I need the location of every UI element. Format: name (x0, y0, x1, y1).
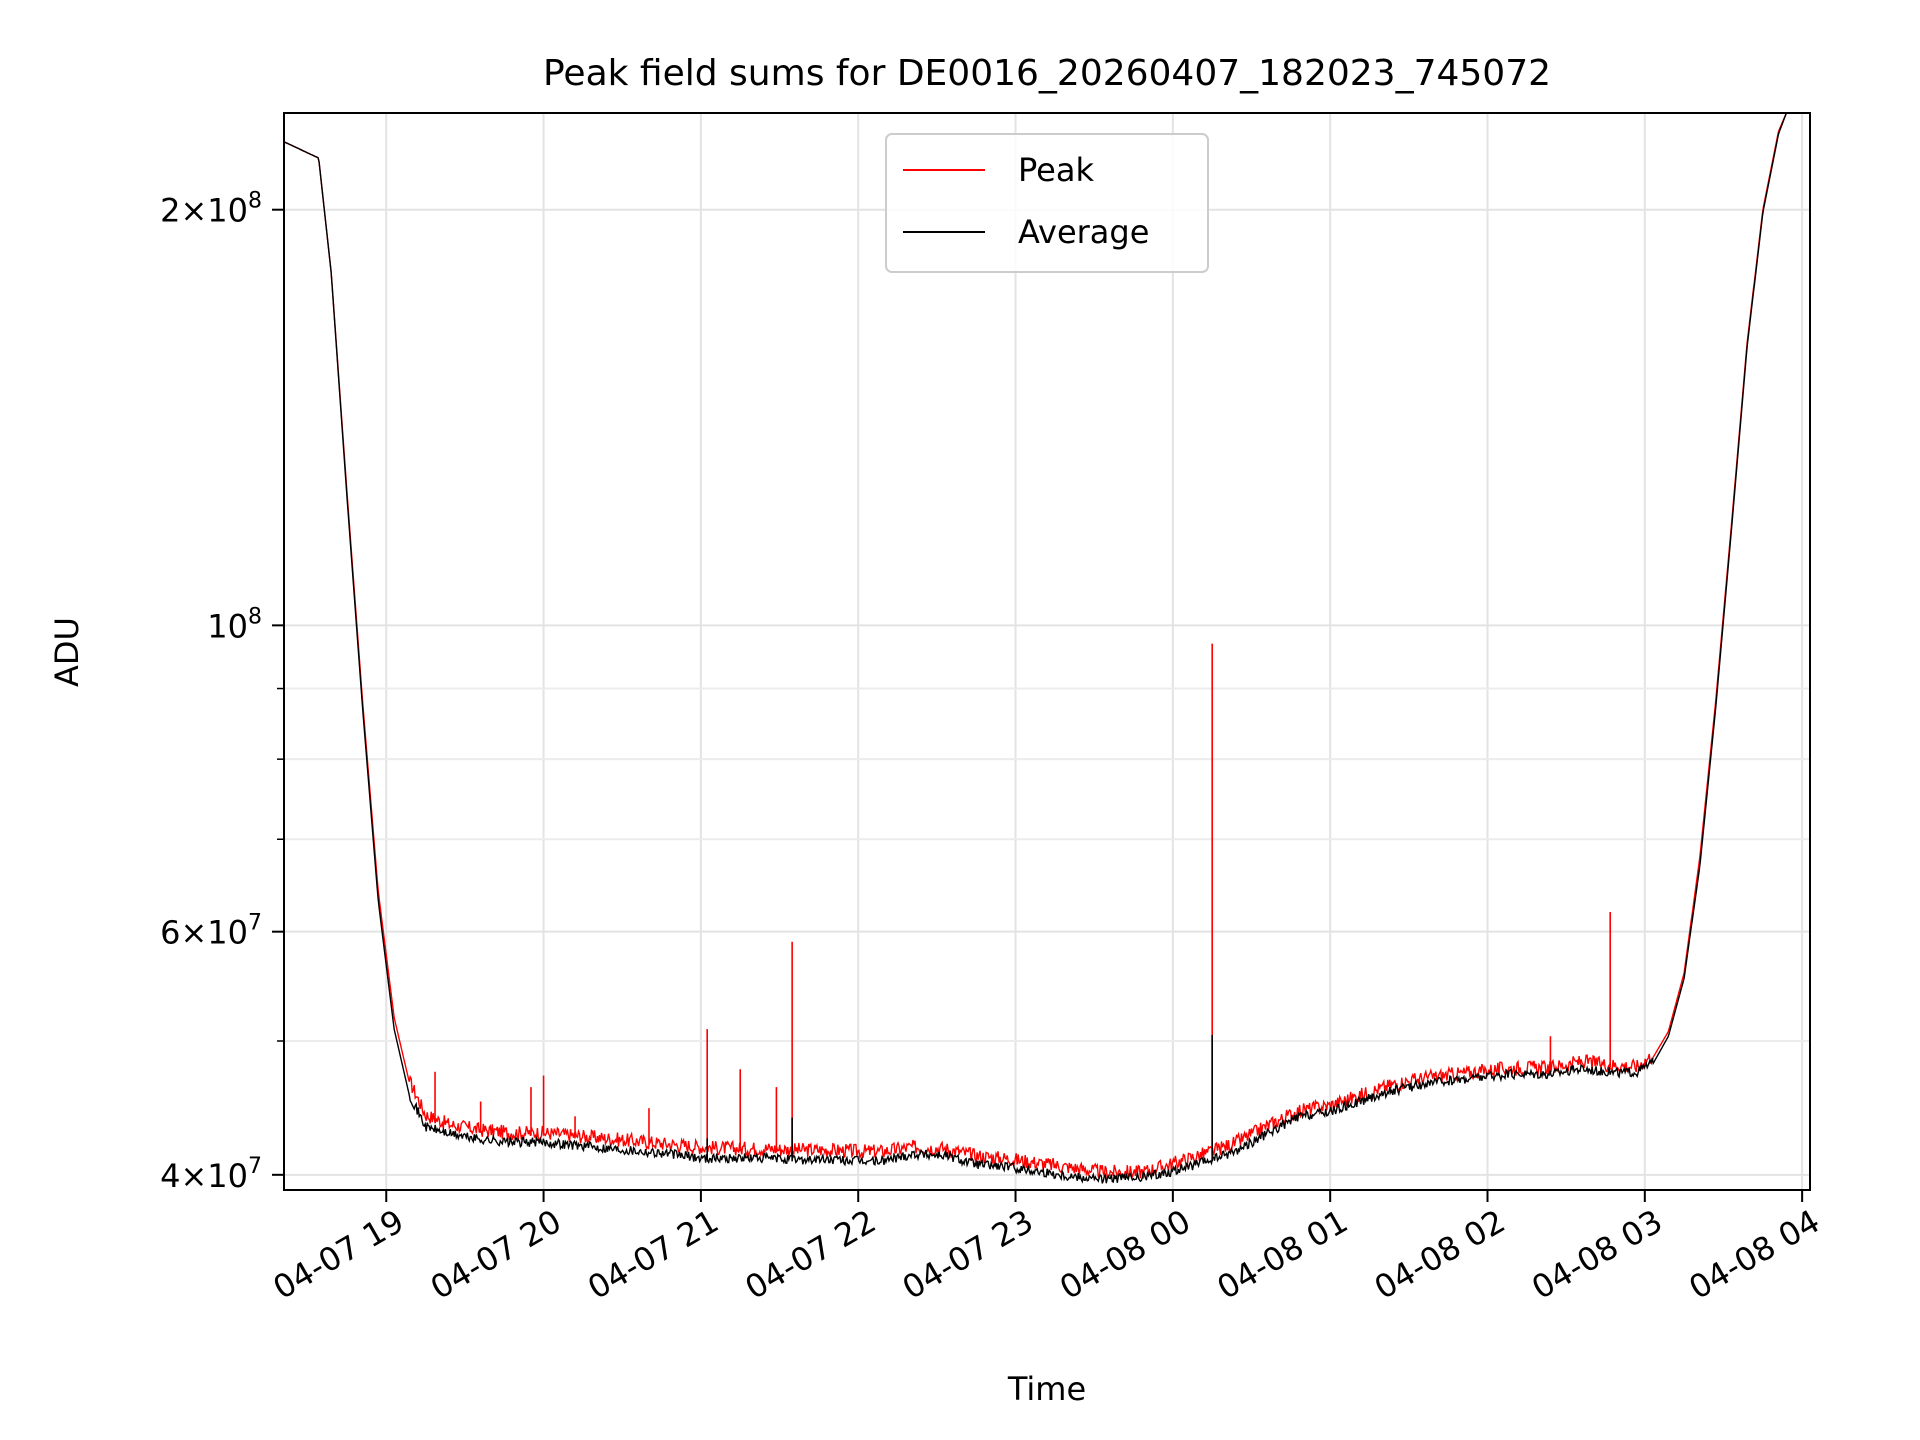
legend-box (885, 133, 1209, 273)
legend-label-peak: Peak (1018, 151, 1094, 189)
y-tick-exponent: 8 (248, 189, 262, 214)
y-tick-label: 2×108 (160, 189, 262, 230)
y-tick-mantissa: 4 (160, 1157, 180, 1195)
y-tick-label: 6×107 (160, 911, 262, 952)
legend-label-average: Average (1018, 213, 1149, 251)
y-tick-mantissa: 6 (160, 914, 180, 952)
y-tick-mantissa: 2 (160, 192, 180, 230)
series-layer (284, 113, 1788, 1184)
legend: Peak Average (885, 133, 1209, 273)
x-axis-label: Time (1007, 1370, 1086, 1408)
y-tick-exponent: 8 (248, 604, 262, 629)
series-line-average (284, 113, 1788, 1184)
y-tick-label: 4×107 (160, 1154, 262, 1195)
plot-frame (283, 112, 1811, 1191)
chart-title: Peak field sums for DE0016_20260407_1820… (543, 53, 1551, 94)
y-axis: 4×107 6×107 108 2×108 (160, 189, 284, 1195)
y-axis-label: ADU (48, 617, 86, 687)
y-tick-exponent: 7 (248, 1154, 262, 1179)
y-tick-label: 108 (207, 604, 262, 645)
y-tick-exponent: 7 (248, 911, 262, 936)
series-line-peak (284, 113, 1788, 1180)
